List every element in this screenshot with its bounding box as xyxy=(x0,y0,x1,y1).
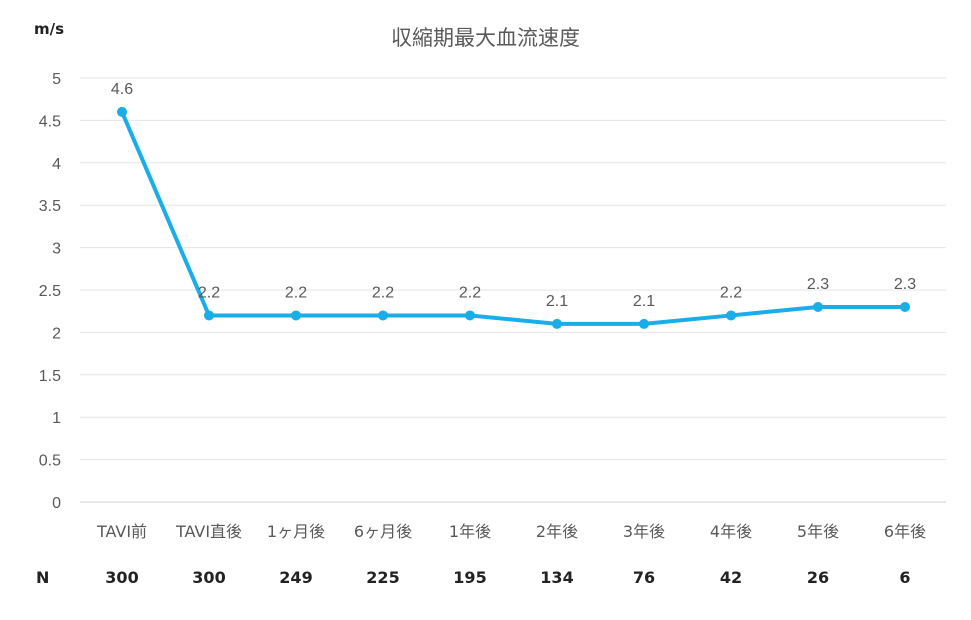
series-line xyxy=(120,109,907,326)
x-tick-label: 4年後 xyxy=(710,522,752,541)
chart-title: 収縮期最大血流速度 xyxy=(391,26,580,50)
x-tick-label: 6年後 xyxy=(884,522,926,541)
n-row-label: N xyxy=(36,568,50,587)
n-value: 6 xyxy=(899,568,911,587)
data-point xyxy=(552,318,562,329)
n-value: 76 xyxy=(632,568,656,587)
y-axis-unit-label: m/s xyxy=(34,20,65,38)
n-value: 249 xyxy=(279,568,313,587)
data-label: 2.3 xyxy=(894,276,916,293)
data-point xyxy=(465,310,475,321)
data-point xyxy=(117,106,127,117)
n-value: 26 xyxy=(806,568,830,587)
data-label: 2.2 xyxy=(285,284,307,301)
x-tick-label: 1ヶ月後 xyxy=(267,522,325,541)
y-tick-label: 1.5 xyxy=(39,368,61,385)
data-point xyxy=(378,310,388,321)
x-tick-label: 1年後 xyxy=(449,522,491,541)
y-tick-label: 0.5 xyxy=(39,453,61,470)
x-tick-label: TAVI前 xyxy=(96,522,147,541)
data-point xyxy=(726,310,736,321)
data-label: 2.2 xyxy=(459,284,481,301)
x-tick-label: 5年後 xyxy=(797,522,839,541)
x-tick-label: 3年後 xyxy=(623,522,665,541)
data-label: 4.6 xyxy=(111,81,133,98)
y-tick-label: 4 xyxy=(52,156,61,173)
x-tick-label: 2年後 xyxy=(536,522,578,541)
n-value: 42 xyxy=(719,568,743,587)
data-point xyxy=(639,318,649,329)
data-label: 2.1 xyxy=(633,293,655,310)
y-tick-label: 0 xyxy=(52,495,61,512)
y-tick-label: 2 xyxy=(52,325,61,342)
y-tick-label: 4.5 xyxy=(39,113,61,130)
data-point xyxy=(204,310,214,321)
y-tick-label: 1 xyxy=(52,410,61,427)
data-point xyxy=(291,310,301,321)
n-value: 300 xyxy=(192,568,226,587)
n-value: 134 xyxy=(540,568,574,587)
y-tick-label: 2.5 xyxy=(39,283,61,300)
y-tick-label: 3.5 xyxy=(39,198,61,215)
data-label: 2.1 xyxy=(546,293,568,310)
x-tick-label: TAVI直後 xyxy=(175,522,242,541)
data-label: 2.2 xyxy=(720,284,742,301)
data-label: 2.2 xyxy=(372,284,394,301)
data-point xyxy=(813,301,823,312)
n-value: 225 xyxy=(366,568,400,587)
data-label: 2.2 xyxy=(198,284,220,301)
n-value: 300 xyxy=(105,568,139,587)
x-tick-label: 6ヶ月後 xyxy=(354,522,412,541)
n-value: 195 xyxy=(453,568,487,587)
y-tick-label: 5 xyxy=(52,71,61,88)
data-point xyxy=(900,301,910,312)
data-label: 2.3 xyxy=(807,276,829,293)
y-tick-label: 3 xyxy=(52,241,61,258)
